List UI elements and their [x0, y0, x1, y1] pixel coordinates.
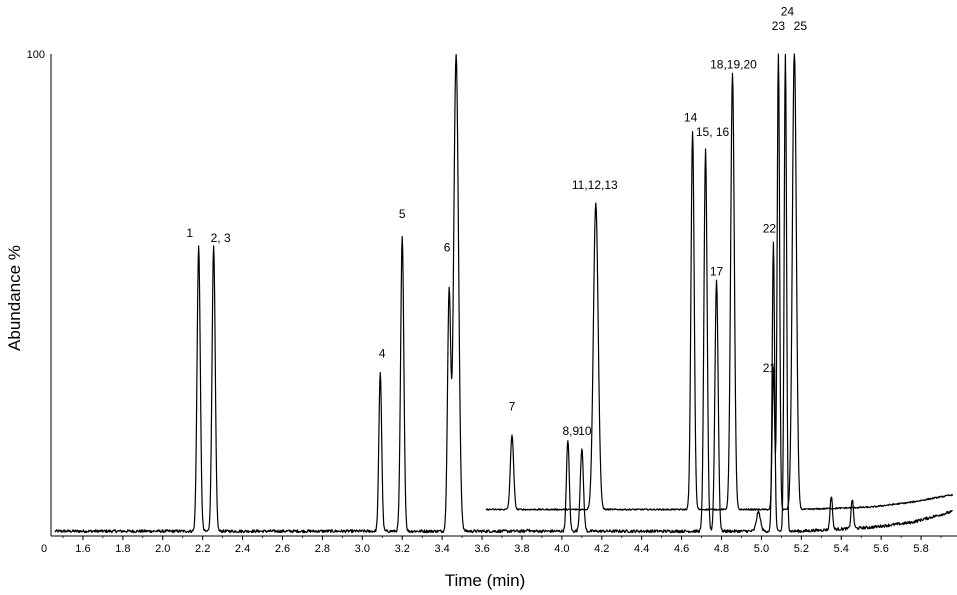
peak-label: 6: [444, 241, 451, 255]
peak-label: 11,12,13: [572, 178, 618, 192]
x-tick-label: 3.4: [434, 543, 449, 555]
peak-label: 2, 3: [211, 231, 231, 245]
x-tick-label: 4.0: [554, 543, 569, 555]
y-tick-label: 100: [27, 49, 45, 61]
x-tick-label: 5.8: [913, 543, 928, 555]
peak-label: 10: [578, 424, 592, 438]
x-tick-label: 2.8: [315, 543, 330, 555]
x-tick-label: 4.6: [674, 543, 689, 555]
peak-label: 4: [379, 347, 386, 361]
x-tick-label: 2.2: [195, 543, 210, 555]
peak-label: 7: [509, 400, 516, 414]
x-tick-label: 5.4: [834, 543, 849, 555]
x-tick-label: 3.8: [514, 543, 529, 555]
x-tick-label: 4.2: [594, 543, 609, 555]
peak-label: 8,9: [563, 424, 580, 438]
x-tick-label: 5.0: [754, 543, 769, 555]
traces: [54, 53, 954, 534]
peak-label: 17: [710, 265, 724, 279]
peak-label: 24: [781, 4, 795, 18]
x-axis-label: Time (min): [445, 571, 526, 590]
x-tick-label: 5.6: [874, 543, 889, 555]
x-tick-label: 1.8: [115, 543, 130, 555]
y-axis-label: Abundance %: [5, 245, 24, 351]
x-tick-label: 3.2: [395, 543, 410, 555]
x-tick-label: 4.8: [714, 543, 729, 555]
y-tick-label: 0: [41, 543, 47, 555]
peak-label: 25: [794, 19, 808, 33]
x-tick-label: 5.2: [794, 543, 809, 555]
x-tick-label: 2.6: [275, 543, 290, 555]
x-tick-label: 1.6: [75, 543, 90, 555]
x-tick-label: 4.4: [634, 543, 649, 555]
x-tick-label: 3.6: [474, 543, 489, 555]
axes: 0 100 1.6 1.8 2.0 2.2 2.4 2.6 2.8 3.0 3.2 3.4 3.6 3.8…: [27, 49, 957, 555]
chromatogram-trace: [54, 53, 953, 534]
x-tick-label: 3.0: [355, 543, 370, 555]
peak-label: 5: [399, 207, 406, 221]
peak-label: 18,19,20: [710, 57, 757, 71]
x-tick-label: 2.4: [235, 543, 250, 555]
peak-label: 21: [763, 361, 777, 375]
peak-label: 22: [763, 221, 777, 235]
x-tick-label: 2.0: [155, 543, 170, 555]
peak-label: 1: [186, 226, 193, 240]
chromatogram-trace: [485, 53, 954, 511]
peak-label: 15, 16: [696, 125, 730, 139]
peak-label: 23: [772, 19, 786, 33]
peak-label: 14: [684, 110, 698, 124]
